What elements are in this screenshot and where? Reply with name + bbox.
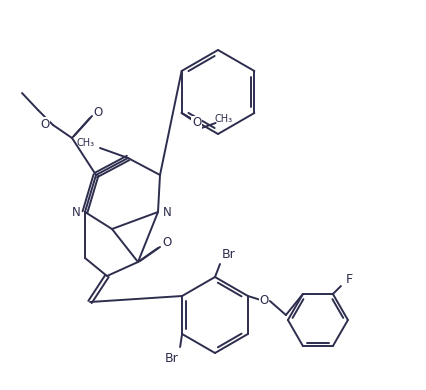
Text: N: N bbox=[72, 206, 81, 218]
Text: CH₃: CH₃ bbox=[77, 138, 95, 148]
Text: O: O bbox=[40, 117, 49, 131]
Text: Br: Br bbox=[165, 353, 179, 365]
Text: CH₃: CH₃ bbox=[215, 114, 233, 124]
Text: Br: Br bbox=[222, 248, 236, 261]
Text: O: O bbox=[192, 117, 201, 129]
Text: F: F bbox=[345, 273, 352, 285]
Text: O: O bbox=[259, 294, 268, 307]
Text: O: O bbox=[93, 106, 103, 119]
Text: O: O bbox=[162, 236, 172, 250]
Text: N: N bbox=[163, 206, 171, 218]
